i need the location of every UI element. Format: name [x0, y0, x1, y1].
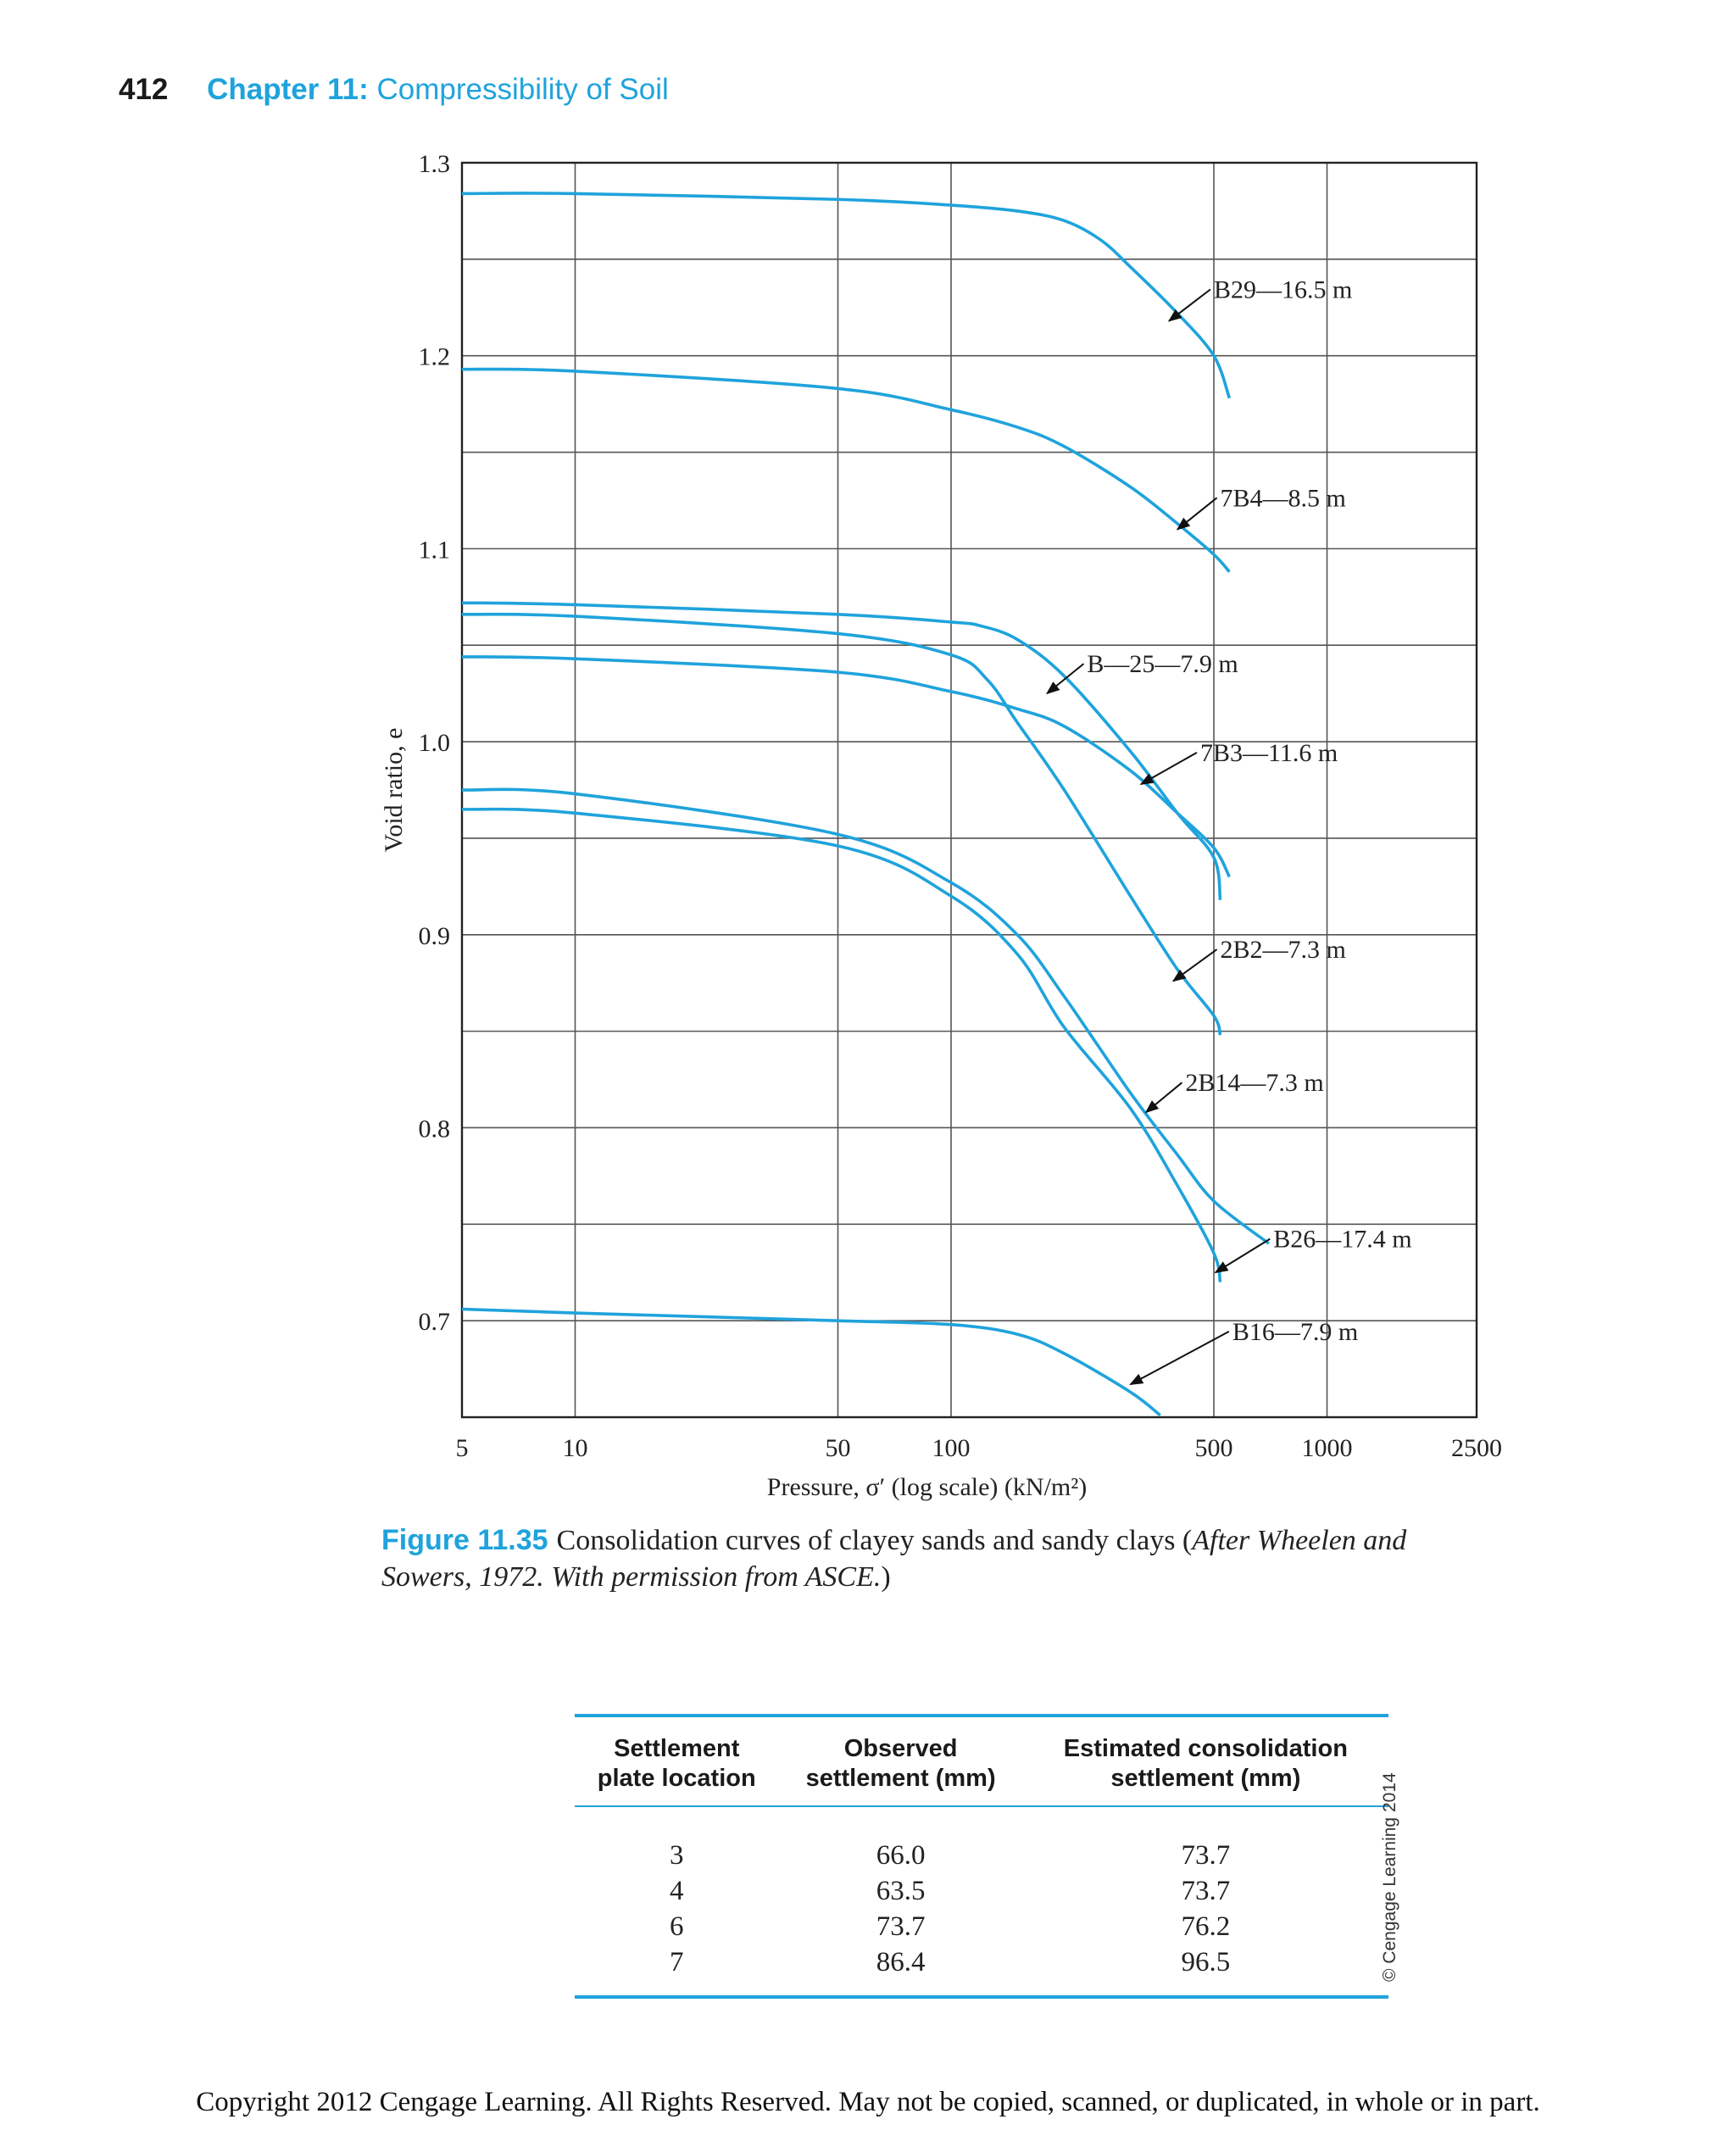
caption-text: Consolidation curves of clayey sands and…: [556, 1525, 1193, 1556]
page-header: 412 Chapter 11: Compressibility of Soil: [119, 73, 669, 107]
x-tick-label: 2500: [1451, 1434, 1502, 1462]
series-label: 7B3—11.6 m: [1200, 739, 1338, 767]
y-tick-label: 1.0: [419, 729, 451, 757]
chapter-title: Compressibility of Soil: [376, 73, 669, 106]
caption-close: ): [881, 1561, 891, 1593]
table-cell: 6: [670, 1911, 684, 1942]
series-line: [461, 655, 1231, 878]
series-label: B26—17.4 m: [1273, 1226, 1411, 1254]
table-cell: 96.5: [1181, 1947, 1231, 1977]
series-line: [461, 367, 1231, 573]
figure-label: Figure 11.35: [381, 1524, 548, 1556]
label-leader-arrow: [1176, 497, 1218, 531]
image-credit: © Cengage Learning 2014: [1380, 1772, 1399, 1982]
y-tick-label: 1.2: [419, 343, 451, 371]
x-tick-label: 1000: [1302, 1434, 1353, 1462]
series-line: [461, 787, 1270, 1245]
caption-source: After Wheelen and Sowers, 1972. With per…: [381, 1525, 1407, 1593]
settlement-table: Settlement plate location Observed settlem…: [575, 1714, 1388, 1999]
consolidation-chart: 0.7 0.8 0.9 1.0 1.1 1.2 1.3 5 10 50 100 500 1000 2500…: [380, 150, 1502, 1501]
header-observed-settlement: Observed settlement (mm): [805, 1735, 996, 1792]
figure-caption: Figure 11.35 Consolidation curves of clay…: [381, 1522, 1483, 1595]
series-line: [461, 1307, 1161, 1417]
table-row: 6 73.7 76.2: [575, 1909, 1388, 1944]
series-label: 7B4—8.5 m: [1221, 484, 1346, 512]
y-tick-label: 0.7: [419, 1308, 451, 1336]
y-tick-label: 1.1: [419, 536, 451, 564]
table-cell: 63.5: [876, 1876, 926, 1906]
series-line: [461, 192, 1232, 399]
y-tick-label: 0.8: [419, 1115, 451, 1143]
table-row: 7 86.4 96.5: [575, 1944, 1388, 1997]
series-label: B—25—7.9 m: [1087, 650, 1238, 678]
label-leader-arrow: [1171, 948, 1218, 982]
table-cell: 3: [670, 1840, 684, 1871]
label-leader-arrow: [1214, 1238, 1271, 1274]
table-cell: 73.7: [1181, 1876, 1231, 1906]
label-leader-arrow: [1144, 1082, 1183, 1114]
x-tick-label: 50: [826, 1434, 851, 1462]
label-leader-arrow: [1167, 288, 1211, 322]
label-leader-arrow: [1139, 751, 1198, 786]
page-number: 412: [119, 73, 169, 106]
x-tick-label: 100: [932, 1434, 971, 1462]
table-cell: 66.0: [876, 1840, 926, 1871]
x-tick-label: 5: [456, 1434, 469, 1462]
header-plate-location: Settlement plate location: [597, 1735, 756, 1792]
y-axis-label: Void ratio, e: [380, 728, 408, 853]
chapter-label: Chapter 11:: [207, 73, 369, 106]
series-label: 2B2—7.3 m: [1221, 936, 1346, 964]
series-label: B16—7.9 m: [1232, 1318, 1358, 1346]
x-tick-label: 10: [563, 1434, 588, 1462]
table-row: 3 66.0 73.7: [575, 1806, 1388, 1873]
table-cell: 73.7: [876, 1911, 926, 1942]
table-cell: 86.4: [876, 1947, 926, 1977]
series-line: [461, 612, 1222, 1036]
header-estimated-settlement: Estimated consolidation settlement (mm): [1063, 1735, 1348, 1792]
label-leader-arrow: [1045, 663, 1085, 695]
table-row: 4 63.5 73.7: [575, 1873, 1388, 1909]
table-cell: 4: [670, 1876, 684, 1906]
series-line: [461, 807, 1222, 1283]
table-cell: 73.7: [1181, 1840, 1231, 1871]
y-tick-label: 1.3: [419, 150, 451, 178]
series-label: 2B14—7.3 m: [1185, 1069, 1323, 1097]
table-cell: 7: [670, 1947, 684, 1977]
x-axis-label: Pressure, σ′ (log scale) (kN/m²): [767, 1473, 1087, 1501]
copyright-footer: Copyright 2012 Cengage Learning. All Rig…: [196, 2087, 1540, 2117]
label-leader-arrow: [1129, 1331, 1230, 1386]
y-tick-label: 0.9: [419, 922, 451, 950]
x-tick-label: 500: [1195, 1434, 1233, 1462]
table-cell: 76.2: [1181, 1911, 1231, 1942]
series-label: B29—16.5 m: [1214, 275, 1352, 303]
table-header-row: Settlement plate location Observed settlem…: [575, 1716, 1388, 1806]
